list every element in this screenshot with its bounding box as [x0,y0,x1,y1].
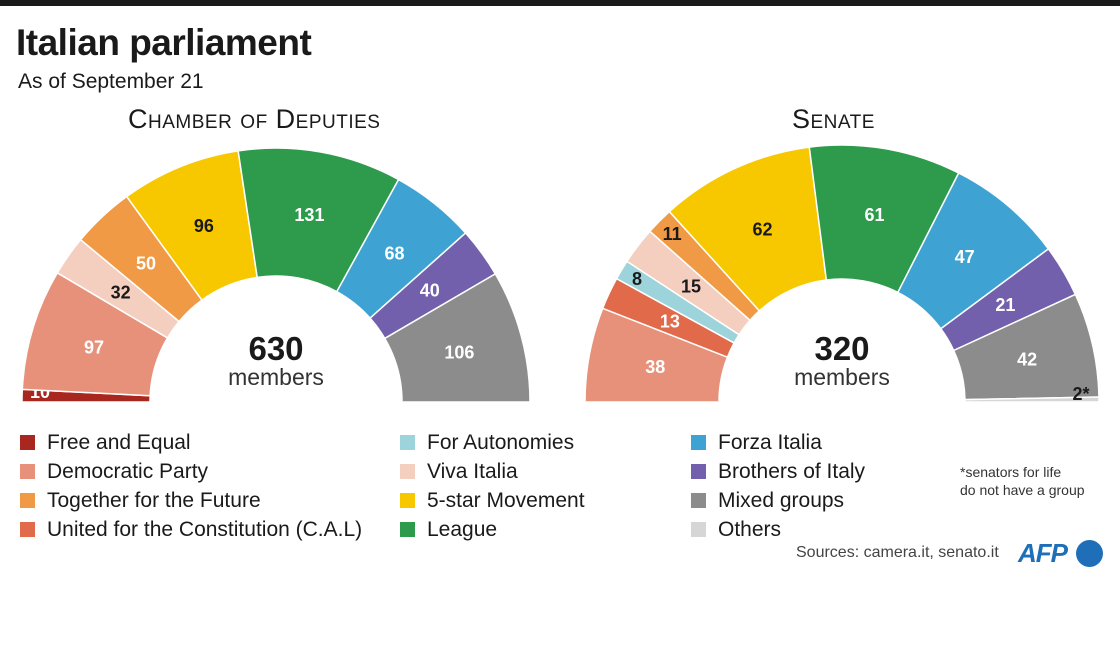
legend-label: 5-star Movement [427,488,585,512]
senate-total-label: members [794,364,890,390]
legend-swatch [400,493,415,508]
footnote-line-2: do not have a group [960,482,1085,498]
senate-segment-label: 13 [660,312,680,332]
legend-item: Together for the Future [20,486,362,515]
legend-item: Free and Equal [20,428,362,457]
legend-item: Viva Italia [400,457,585,486]
page-subtitle: As of September 21 [18,70,204,93]
legend-item: Brothers of Italy [691,457,865,486]
chamber-segment-label: 97 [84,337,104,357]
legend-label: United for the Constitution (C.A.L) [47,517,363,541]
legend-item: United for the Constitution (C.A.L) [20,515,362,544]
legend-label: Viva Italia [427,459,518,483]
legend-column-2: For Autonomies Viva Italia 5-star Movement… [400,428,585,544]
legend-label: Others [718,517,782,541]
legend-swatch [400,522,415,537]
legend-label: Forza Italia [718,430,822,454]
legend-column-3: Forza Italia Brothers of Italy Mixed group… [691,428,865,544]
legend-swatch [691,464,706,479]
legend-item: Mixed groups [691,486,865,515]
legend-swatch [20,435,35,450]
senate-segment [964,396,1100,403]
legend-label: Mixed groups [718,488,845,512]
legend-label: League [427,517,498,541]
senate-segment-label: 47 [955,247,975,267]
chamber-total-label: members [228,364,324,390]
chamber-segment-label: 68 [384,243,404,263]
legend-swatch [691,435,706,450]
chamber-segment-label: 96 [194,216,214,236]
page-title: Italian parliament [16,22,312,63]
senate-segment-label: 8 [632,269,642,289]
chamber-chart-title: Chamber of Deputies [128,104,381,134]
legend-label: Democratic Party [47,459,209,483]
legend-item: For Autonomies [400,428,585,457]
legend-column-1: Free and Equal Democratic Party Together f… [20,428,362,544]
chamber-total: 630 [248,330,303,367]
senate-segment-label: 2* [1072,384,1089,404]
legend-label: For Autonomies [427,430,575,454]
footnote: *senators for life do not have a group [960,463,1085,499]
legend-swatch [691,493,706,508]
legend-item: Others [691,515,865,544]
legend-swatch [691,522,706,537]
legend-swatch [20,464,35,479]
senate-segment-label: 62 [752,219,772,239]
chamber-segment-label: 50 [136,253,156,273]
footnote-line-1: *senators for life [960,464,1062,480]
legend-item: 5-star Movement [400,486,585,515]
chamber-segment-label: 106 [444,342,474,362]
legend-label: Together for the Future [47,488,261,512]
legend-item: Forza Italia [691,428,865,457]
senate-segment-label: 38 [645,357,665,377]
top-rule [0,0,1120,6]
senate-segment-label: 61 [864,205,884,225]
legend-swatch [20,522,35,537]
afp-logo: AFP [1018,538,1068,568]
legend-swatch [20,493,35,508]
legend-label: Free and Equal [47,430,191,454]
legend-label: Brothers of Italy [718,459,866,483]
afp-logo-dot [1076,540,1103,567]
chamber-segment [383,272,531,403]
legend-swatch [400,464,415,479]
legend-swatch [400,435,415,450]
senate-chart-title: Senate [792,104,875,134]
legend-item: Democratic Party [20,457,362,486]
senate-segment-label: 15 [681,277,701,297]
chamber-segment-label: 40 [420,280,440,300]
senate-segment-label: 21 [995,295,1015,315]
chamber-segment-label: 32 [111,283,131,303]
chamber-segment-label: 131 [294,205,324,225]
legend-item: League [400,515,585,544]
senate-total: 320 [814,330,869,367]
senate-segment-label: 42 [1017,349,1037,369]
sources-note: Sources: camera.it, senato.it [796,544,999,561]
senate-segment-label: 11 [663,224,682,244]
